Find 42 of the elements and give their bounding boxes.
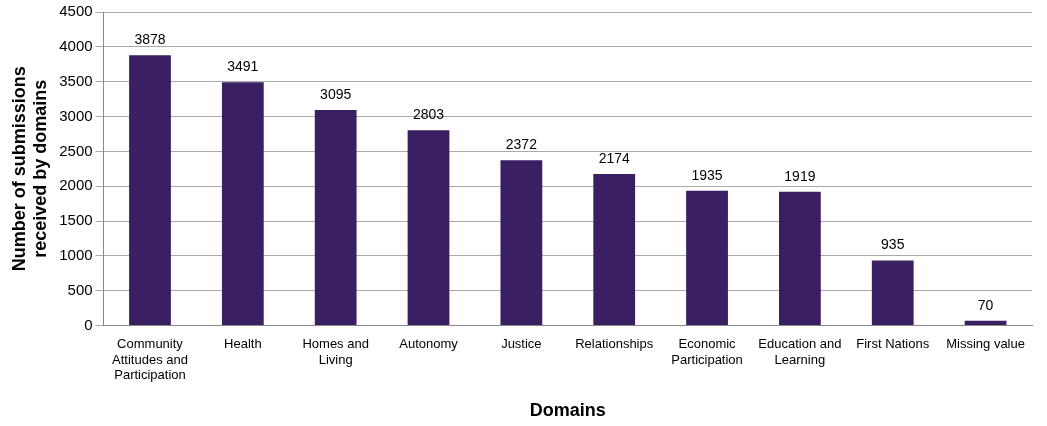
y-tick-label: 1000 — [59, 246, 93, 264]
bar — [407, 130, 450, 326]
x-tick-label: Homes and Living — [302, 335, 369, 367]
data-label: 2174 — [598, 149, 630, 166]
bar — [221, 82, 264, 326]
data-label: 1935 — [691, 166, 723, 183]
data-label: 70 — [977, 296, 994, 313]
x-tick-label: Community Attitudes and Participation — [112, 335, 188, 383]
bar — [964, 320, 1007, 326]
x-tick-label: First Nations — [856, 335, 930, 351]
y-tick-label: 0 — [84, 315, 93, 333]
x-tick-label: Health — [224, 335, 262, 351]
bar — [686, 190, 728, 326]
data-label: 2803 — [412, 106, 445, 123]
y-axis-title: Number of submissions received by domains — [8, 66, 51, 272]
bar — [500, 160, 543, 326]
y-tick-label: 4000 — [59, 36, 93, 54]
data-label: 3491 — [227, 58, 259, 75]
y-tick-label: 3000 — [59, 106, 93, 124]
data-label: 2372 — [505, 136, 538, 153]
bar — [871, 260, 914, 326]
x-tick-label: Economic Participation — [671, 335, 743, 367]
x-tick-label: Missing value — [946, 335, 1025, 351]
bar — [314, 109, 357, 326]
y-tick-label: 2000 — [59, 176, 93, 194]
y-tick-label: 500 — [67, 280, 93, 298]
x-tick-label: Autonomy — [399, 335, 459, 351]
x-axis-title: Domains — [529, 400, 606, 421]
bar — [779, 191, 821, 326]
y-tick-label: 1500 — [59, 211, 93, 229]
y-tick-label: 2500 — [59, 141, 93, 159]
y-tick-label: 3500 — [59, 71, 93, 89]
y-tick-label: 4500 — [59, 2, 93, 20]
bar — [129, 55, 171, 326]
data-label: 935 — [881, 236, 905, 253]
x-tick-label: Education and Learning — [758, 335, 842, 367]
data-label: 3095 — [320, 85, 352, 102]
data-label: 3878 — [134, 31, 166, 48]
data-label: 1919 — [784, 167, 816, 184]
bar — [593, 174, 636, 326]
x-tick-label: Justice — [501, 335, 542, 351]
x-tick-label: Relationships — [575, 335, 654, 351]
